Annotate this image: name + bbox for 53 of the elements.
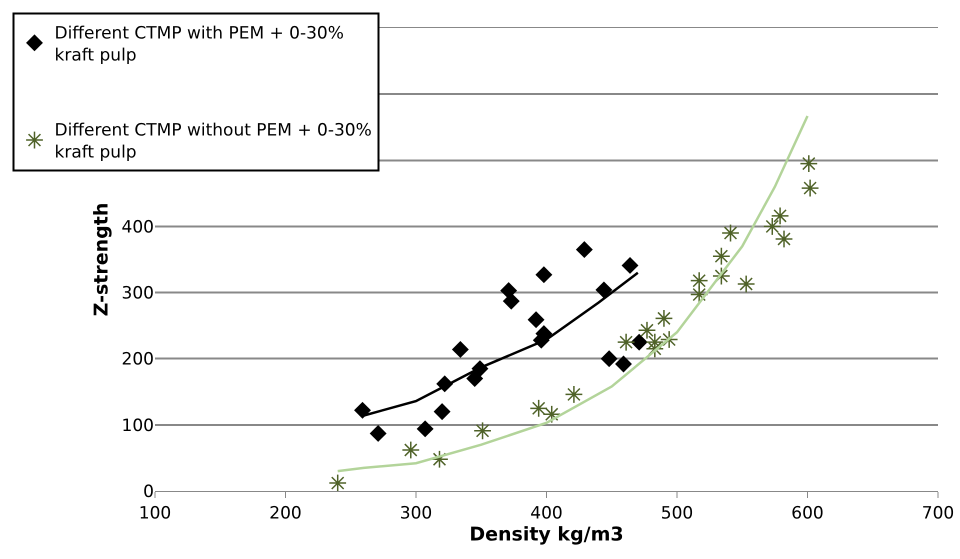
y-tick-label: 0 bbox=[143, 482, 154, 502]
point bbox=[452, 341, 469, 358]
point bbox=[721, 224, 740, 242]
point bbox=[712, 266, 731, 286]
legend-label: Different CTMP without PEM + 0-30% kraft pulp bbox=[54, 120, 372, 163]
point bbox=[712, 247, 731, 266]
point bbox=[354, 402, 371, 419]
y-tick-label: 300 bbox=[122, 284, 154, 304]
y-tick-label: 400 bbox=[122, 217, 154, 238]
point bbox=[595, 281, 612, 298]
point bbox=[737, 274, 756, 294]
point bbox=[434, 403, 451, 420]
point bbox=[615, 356, 632, 372]
point bbox=[600, 350, 618, 368]
x-tick-label: 100 bbox=[138, 503, 172, 524]
point bbox=[800, 154, 818, 173]
point bbox=[800, 178, 820, 198]
legend-label: Different CTMP with PEM + 0-30% kraft pulp bbox=[54, 23, 344, 66]
point bbox=[430, 450, 449, 468]
point bbox=[690, 285, 708, 304]
x-tick-label: 300 bbox=[400, 503, 432, 524]
point bbox=[763, 217, 782, 236]
point bbox=[564, 385, 584, 404]
point bbox=[370, 425, 387, 442]
x-tick-label: 200 bbox=[269, 503, 302, 524]
point bbox=[576, 241, 593, 258]
y-axis-title: Z-strength bbox=[90, 202, 112, 316]
point bbox=[690, 272, 708, 290]
point bbox=[654, 309, 674, 328]
point bbox=[774, 230, 794, 248]
point bbox=[416, 420, 434, 438]
point bbox=[770, 206, 790, 225]
point bbox=[402, 440, 420, 460]
point bbox=[630, 334, 648, 351]
x-tick-label: 500 bbox=[660, 503, 694, 524]
y-tick-label: 200 bbox=[122, 350, 154, 370]
point bbox=[638, 321, 656, 340]
x-tick-label: 400 bbox=[530, 503, 563, 524]
point bbox=[616, 333, 636, 352]
point bbox=[328, 474, 347, 491]
point bbox=[622, 257, 638, 274]
point bbox=[660, 330, 678, 349]
point bbox=[502, 292, 520, 310]
point bbox=[528, 311, 545, 328]
y-tick-label: 100 bbox=[122, 416, 154, 436]
x-axis-title: Density kg/m3 bbox=[469, 523, 624, 546]
point bbox=[466, 370, 484, 388]
x-tick-label: 700 bbox=[922, 503, 954, 524]
point bbox=[535, 266, 552, 284]
x-tick-label: 600 bbox=[791, 503, 824, 524]
point bbox=[473, 422, 492, 440]
point bbox=[542, 405, 561, 424]
point bbox=[530, 399, 548, 418]
